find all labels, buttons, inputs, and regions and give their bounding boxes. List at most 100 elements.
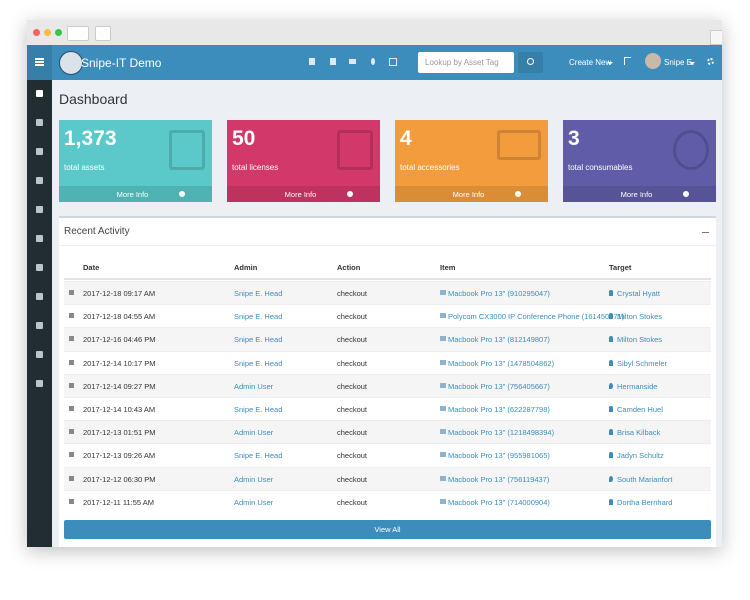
collapse[interactable] (702, 232, 709, 233)
row-icon (69, 313, 74, 319)
flag-icon[interactable] (624, 57, 631, 65)
sidebar-icon[interactable] (36, 206, 43, 213)
link[interactable]: Macbook Pro 13" (1218498394) (448, 428, 555, 438)
link[interactable]: Snipe E. Head (234, 405, 283, 414)
stat-value: 50 (232, 127, 256, 150)
table-row: 2017-12-12 06:30 PM Admin User checkout Mac… (64, 466, 711, 491)
item-icon (440, 406, 446, 411)
new-tab[interactable] (710, 30, 722, 45)
header-rule (64, 278, 711, 280)
link[interactable]: Admin User (234, 381, 274, 391)
link[interactable]: Snipe E. Head (234, 312, 283, 322)
stat-icon (169, 130, 205, 170)
avatar[interactable] (645, 53, 661, 69)
nav-buttons[interactable] (67, 26, 89, 41)
link[interactable]: Jadyn Schultz (617, 451, 664, 461)
link[interactable]: Crystal Hyatt (617, 289, 660, 298)
link[interactable]: Admin User (234, 474, 274, 484)
column-header: Admin (234, 263, 258, 272)
table-row: 2017-12-18 09:17 AM Snipe E. Head checkout… (64, 281, 711, 305)
sidebar-icon[interactable] (36, 293, 43, 300)
sidebar-icon[interactable] (36, 148, 43, 155)
sidebar-icon[interactable] (36, 322, 43, 329)
action: checkout (337, 497, 368, 507)
user-menu[interactable]: Snipe E. (664, 58, 695, 67)
action: checkout (337, 474, 368, 484)
more-info[interactable]: More Info (116, 190, 149, 199)
date: 2017-12-14 09:27 PM (83, 381, 156, 391)
link[interactable]: Macbook Pro 13" (1478504862) (448, 358, 555, 368)
user-icon (609, 313, 613, 320)
item-icon (440, 452, 446, 458)
sidebar-icon[interactable] (36, 264, 43, 271)
table-row: 2017-12-16 04:46 PM Snipe E. Head checkout… (64, 327, 711, 352)
link[interactable]: Macbook Pro 13" (812149807) (448, 335, 550, 345)
minimize[interactable] (44, 29, 51, 36)
tab-button[interactable] (95, 26, 111, 41)
link[interactable]: Snipe E. Head (234, 358, 283, 368)
stat-box: 50 total licenses More Info (227, 120, 380, 202)
link[interactable]: Milton Stokes (617, 312, 663, 322)
sidebar-icon[interactable] (36, 380, 43, 387)
menu-toggle[interactable] (27, 45, 52, 80)
link[interactable]: Macbook Pro 13" (714000904) (448, 497, 550, 507)
link[interactable]: South Marianfort (617, 474, 673, 484)
view-all-button[interactable]: View All (64, 520, 711, 539)
link[interactable]: Admin User (234, 428, 274, 438)
titlebar (27, 20, 722, 46)
close[interactable] (33, 29, 40, 36)
link[interactable]: Polycom CX3000 IP Conference Phone (1614… (448, 312, 625, 322)
user-icon (609, 498, 613, 505)
location-icon (609, 382, 613, 389)
search-button[interactable] (518, 52, 543, 73)
row-icon (69, 382, 74, 388)
brand[interactable]: Snipe-IT Demo (81, 56, 162, 70)
stat-footer[interactable]: More Info (563, 186, 716, 202)
link[interactable]: Macbook Pro 13" (756405667) (448, 381, 550, 391)
link[interactable]: Macbook Pro 13" (622287798) (448, 405, 550, 414)
link[interactable]: Macbook Pro 13" (955981065) (448, 451, 550, 461)
stat-footer[interactable]: More Info (395, 186, 548, 202)
link[interactable]: Snipe E. Head (234, 335, 283, 345)
logo[interactable] (59, 51, 83, 75)
more-info[interactable]: More Info (620, 190, 653, 199)
link[interactable]: Macbook Pro 13" (756119437) (448, 474, 550, 484)
link[interactable]: Sibyl Schmeler (617, 358, 668, 368)
stat-label: total accessories (400, 163, 460, 172)
arrow-icon (515, 191, 521, 197)
sidebar-icon[interactable] (36, 235, 43, 242)
table-row: 2017-12-14 10:17 PM Snipe E. Head checkout… (64, 350, 711, 375)
search-input[interactable]: Lookup by Asset Tag (418, 52, 514, 73)
sidebar-icon[interactable] (36, 90, 43, 97)
column-header: Action (337, 263, 361, 272)
table-row: 2017-12-13 09:26 AM Snipe E. Head checkout… (64, 443, 711, 467)
link[interactable]: Dortha Bernhard (617, 497, 673, 507)
link[interactable]: Camden Huel (617, 405, 663, 414)
action: checkout (337, 335, 368, 345)
sidebar-icon[interactable] (36, 119, 43, 126)
stat-box: 1,373 total assets More Info (59, 120, 212, 202)
stat-footer[interactable]: More Info (59, 186, 212, 202)
arrow-icon (683, 191, 689, 197)
link[interactable]: Hermanside (617, 381, 658, 391)
zoom[interactable] (55, 29, 62, 36)
link[interactable]: Macbook Pro 13" (910295047) (448, 289, 550, 298)
action: checkout (337, 381, 368, 391)
sidebar-icon[interactable] (36, 351, 43, 358)
sidebar-icon[interactable] (36, 177, 43, 184)
stat-footer[interactable]: More Info (227, 186, 380, 202)
more-info[interactable]: More Info (284, 190, 317, 199)
link[interactable]: Admin User (234, 497, 274, 507)
settings-icon[interactable] (707, 58, 714, 65)
create-new[interactable]: Create New (569, 58, 612, 67)
item-icon (440, 498, 446, 504)
sidebar (27, 80, 52, 547)
link[interactable]: Milton Stokes (617, 335, 663, 345)
link[interactable]: Snipe E. Head (234, 289, 283, 298)
link[interactable]: Snipe E. Head (234, 451, 283, 461)
view-all[interactable]: View All (374, 525, 401, 534)
more-info[interactable]: More Info (452, 190, 485, 199)
table-row: 2017-12-13 01:51 PM Admin User checkout Mac… (64, 420, 711, 445)
link[interactable]: Brisa Kilback (617, 428, 661, 438)
